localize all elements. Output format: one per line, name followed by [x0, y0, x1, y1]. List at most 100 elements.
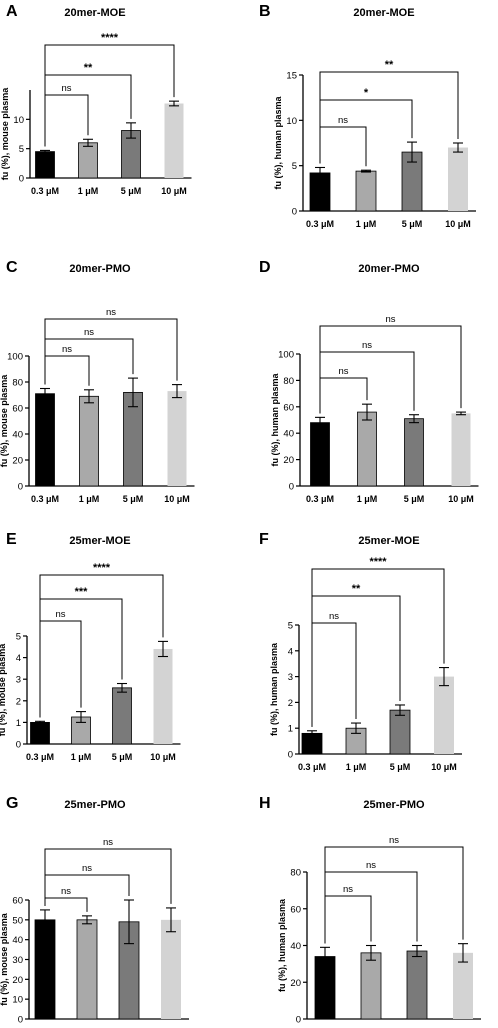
significance-bracket — [311, 622, 357, 727]
chart-panel: B 20mer-MOE 0 5 10 15 fu (%), human plasma 0.3 … — [259, 3, 476, 229]
significance-label: **** — [369, 556, 387, 568]
y-axis-title: fu (%), human plasma — [273, 96, 283, 190]
bar — [76, 919, 98, 1020]
y-axis-title: fu (%), mouse plasma — [0, 87, 10, 181]
y-tick-label: 60 — [290, 904, 301, 915]
x-tick-label: 1 μM — [78, 186, 99, 196]
y-tick-label: 2 — [288, 698, 293, 709]
bar — [404, 418, 424, 487]
chart-title: 25mer-MOE — [358, 535, 419, 547]
x-tick-label: 5 μM — [390, 762, 411, 772]
y-tick-label: 3 — [16, 675, 21, 686]
chart-title: 20mer-MOE — [353, 7, 414, 19]
panel-letter: B — [259, 3, 271, 20]
y-tick-label: 80 — [283, 376, 294, 387]
significance-bracket — [319, 377, 368, 414]
y-tick-label: 40 — [283, 429, 294, 440]
y-tick-label: 100 — [278, 350, 294, 361]
x-tick-label: 10 μM — [164, 494, 190, 504]
significance-label: ns — [61, 886, 71, 897]
significance-label: ns — [362, 340, 372, 351]
significance-label: ns — [385, 314, 395, 325]
significance-bracket — [39, 620, 82, 718]
x-tick-label: 0.3 μM — [31, 186, 59, 196]
y-tick-label: 5 — [16, 632, 21, 643]
bar — [448, 147, 468, 211]
x-tick-label: 1 μM — [79, 494, 100, 504]
panel-letter: H — [259, 795, 271, 812]
bar — [434, 676, 454, 754]
y-axis-title: fu (%), human plasma — [269, 642, 279, 736]
y-tick-label: 40 — [12, 935, 23, 946]
chart-title: 25mer-MOE — [69, 535, 130, 547]
y-tick-label: 80 — [290, 868, 301, 879]
y-tick-label: 40 — [12, 430, 23, 441]
x-tick-label: 0.3 μM — [306, 219, 334, 229]
significance-label: ns — [366, 860, 376, 871]
significance-label: ** — [385, 59, 394, 71]
x-tick-label: 10 μM — [448, 494, 474, 504]
significance-label: **** — [93, 562, 111, 574]
chart-title: 25mer-PMO — [363, 799, 425, 811]
bar — [357, 411, 377, 487]
y-tick-label: 15 — [286, 71, 297, 82]
bar — [451, 413, 471, 486]
bar — [164, 103, 184, 178]
x-tick-label: 5 μM — [404, 494, 425, 504]
y-tick-label: 2 — [16, 696, 21, 707]
y-tick-label: 10 — [13, 115, 24, 126]
significance-bracket — [44, 318, 178, 385]
x-tick-label: 5 μM — [121, 186, 142, 196]
chart-title: 20mer-PMO — [69, 263, 131, 275]
chart-panel: E 25mer-MOE 0 1 2 3 4 5 fu (%), mouse plasma 0.3 … — [0, 531, 181, 762]
bar — [389, 709, 411, 755]
x-tick-label: 5 μM — [112, 752, 133, 762]
bar — [79, 395, 99, 487]
significance-bracket — [319, 71, 459, 164]
chart-title: 20mer-MOE — [64, 7, 125, 19]
y-tick-label: 100 — [7, 352, 23, 363]
bar — [406, 950, 428, 1020]
significance-label: ns — [338, 115, 348, 126]
significance-label: ** — [352, 583, 361, 595]
y-tick-label: 0 — [292, 207, 297, 218]
significance-bracket — [324, 846, 464, 944]
y-axis-title: fu (%), human plasma — [270, 373, 280, 467]
bar — [35, 151, 55, 179]
significance-bracket — [39, 574, 164, 718]
y-axis-title: fu (%), mouse plasma — [0, 643, 7, 737]
x-tick-label: 0.3 μM — [306, 494, 334, 504]
y-tick-label: 20 — [12, 975, 23, 986]
significance-bracket — [44, 355, 90, 386]
x-tick-label: 1 μM — [71, 752, 92, 762]
significance-label: ns — [343, 884, 353, 895]
chart-panel: F 25mer-MOE 0 1 2 3 4 5 fu (%), human plasma 0.3 … — [259, 531, 462, 772]
y-tick-label: 0 — [289, 482, 294, 493]
y-tick-label: 50 — [12, 915, 23, 926]
bar — [161, 919, 181, 1019]
panel-letter: A — [6, 3, 18, 20]
panel-letter: E — [6, 531, 17, 548]
significance-bracket — [44, 897, 88, 912]
y-tick-label: 0 — [288, 750, 293, 761]
y-tick-label: 20 — [12, 456, 23, 467]
y-tick-label: 10 — [286, 116, 297, 127]
significance-label: ns — [389, 835, 399, 846]
y-tick-label: 1 — [288, 724, 293, 735]
significance-bracket — [44, 94, 89, 147]
y-tick-label: 20 — [283, 455, 294, 466]
y-tick-label: 1 — [16, 718, 21, 729]
bar — [360, 952, 382, 1020]
chart-title: 25mer-PMO — [64, 799, 126, 811]
y-axis-title: fu (%), mouse plasma — [0, 912, 9, 1006]
x-tick-label: 1 μM — [346, 762, 367, 772]
y-tick-label: 40 — [290, 941, 301, 952]
significance-label: ns — [338, 366, 348, 377]
x-tick-label: 10 μM — [445, 219, 471, 229]
y-tick-label: 20 — [290, 978, 301, 989]
panel-letter: D — [259, 259, 271, 276]
bar — [310, 422, 330, 487]
bar — [112, 687, 132, 745]
significance-label: **** — [101, 32, 119, 44]
